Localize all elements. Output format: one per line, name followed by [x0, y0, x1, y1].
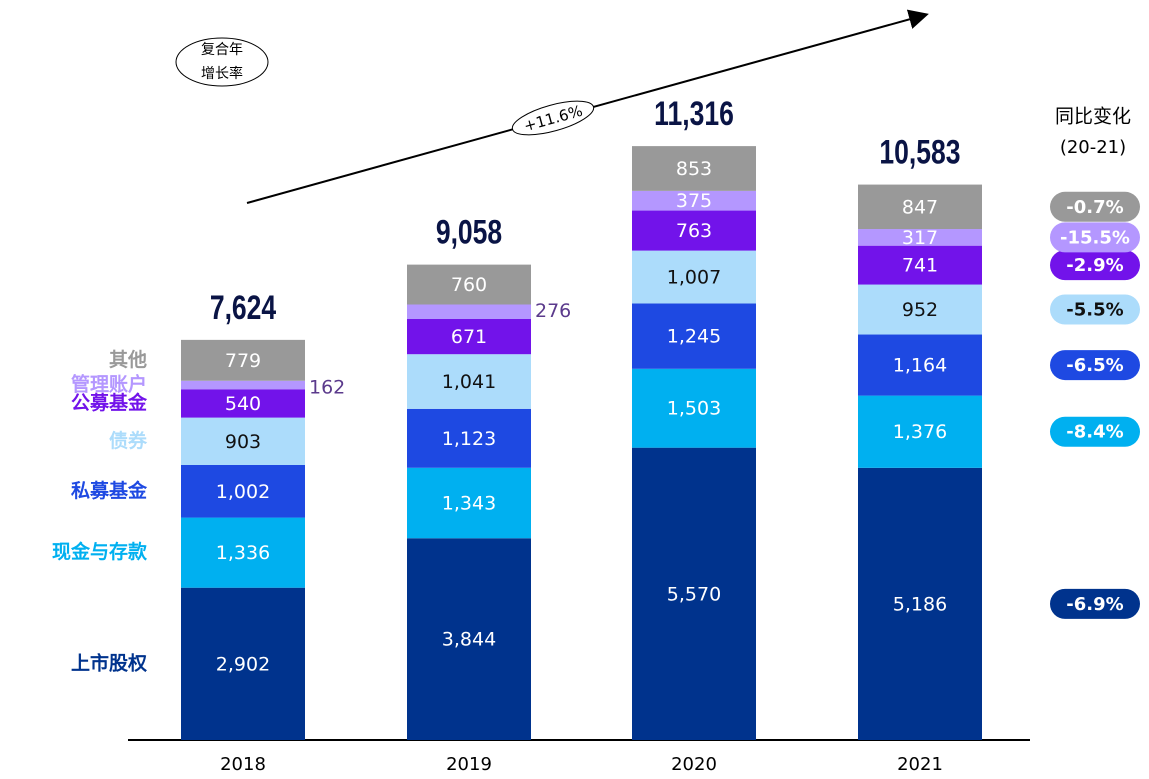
bar-segment	[181, 389, 305, 418]
yoy-pill	[1050, 191, 1140, 222]
bar-segment	[632, 368, 756, 448]
yoy-label: -6.9%	[1066, 594, 1123, 615]
data-label: 375	[676, 190, 712, 212]
bar-segment	[181, 380, 305, 390]
bar-segment	[407, 538, 531, 740]
bar-segment	[858, 395, 982, 468]
data-label: 952	[902, 299, 938, 321]
data-label: 317	[902, 227, 938, 249]
yoy-pill	[1050, 350, 1140, 381]
data-label: 1,503	[667, 398, 721, 420]
yoy-title: 同比变化	[1055, 106, 1131, 128]
data-label: 3,844	[442, 629, 496, 651]
bar-segment	[407, 354, 531, 409]
bar-segment	[181, 464, 305, 518]
bar-segment	[858, 334, 982, 396]
data-label: 540	[225, 393, 261, 415]
data-label: 162	[309, 377, 345, 399]
bar-segment	[181, 517, 305, 588]
legend-label: 现金与存款	[52, 540, 148, 563]
yoy-pill	[1050, 294, 1140, 325]
yoy-subtitle: (20-21)	[1060, 137, 1126, 158]
data-label: 760	[451, 274, 487, 296]
bar-segment	[181, 417, 305, 465]
data-label: 1,376	[893, 421, 947, 443]
bar-segment	[407, 264, 531, 305]
data-label: 1,336	[216, 542, 270, 564]
data-label: 853	[676, 158, 712, 180]
data-label: 671	[451, 326, 487, 348]
cagr-bubble	[175, 37, 269, 87]
cagr-tag: +11.6%	[511, 100, 595, 136]
data-label: 276	[535, 300, 571, 322]
yoy-label: -2.9%	[1066, 255, 1123, 276]
bar-segment	[632, 210, 756, 251]
bar-segment	[858, 229, 982, 246]
data-label: 903	[225, 431, 261, 453]
data-label: 1,123	[442, 428, 496, 450]
data-label: 1,164	[893, 355, 947, 377]
cagr-ellipse	[511, 100, 595, 136]
bar-segment	[407, 467, 531, 539]
bar-segment	[858, 467, 982, 740]
legend-label: 上市股权	[71, 651, 147, 674]
total-label: 11,316	[654, 95, 734, 133]
yoy-pill	[1050, 588, 1140, 619]
bar-segment	[181, 587, 305, 740]
x-tick-label: 2019	[446, 754, 492, 775]
total-label: 7,624	[210, 289, 276, 327]
yoy-label: -5.5%	[1066, 300, 1123, 321]
yoy-label: -6.5%	[1066, 355, 1123, 376]
bar-segment	[632, 447, 756, 740]
data-label: 741	[902, 255, 938, 277]
total-label: 10,583	[879, 133, 960, 171]
bar-segment	[858, 284, 982, 335]
x-tick-label: 2018	[220, 754, 266, 775]
legend-label: 债券	[109, 429, 148, 452]
cagr-label: 增长率	[201, 65, 243, 82]
legend-label: 管理账户	[71, 373, 147, 396]
yoy-label: -15.5%	[1060, 227, 1130, 248]
bar-segment	[858, 245, 982, 285]
legend-label: 私募基金	[71, 479, 148, 502]
yoy-label: -8.4%	[1066, 422, 1123, 443]
legend-label: 公募基金	[71, 391, 148, 414]
yoy-label: -0.7%	[1066, 197, 1123, 218]
bar-segment	[407, 318, 531, 355]
data-label: 1,245	[667, 326, 721, 348]
bar-segment	[632, 250, 756, 304]
data-label: 1,343	[442, 493, 496, 515]
data-label: 1,002	[216, 481, 270, 503]
bar-segment	[181, 339, 305, 381]
data-label: 763	[676, 220, 712, 242]
bar-segment	[632, 146, 756, 191]
bar-segment	[632, 303, 756, 369]
bar-segment	[407, 304, 531, 319]
x-tick-label: 2021	[897, 754, 943, 775]
legend-label: 其他	[109, 348, 147, 371]
yoy-pill	[1050, 416, 1140, 447]
cagr-label: 复合年	[201, 41, 243, 58]
data-label: 5,186	[893, 593, 947, 615]
data-label: 779	[225, 350, 261, 372]
data-label: 1,007	[667, 267, 721, 289]
data-label: 5,570	[667, 583, 721, 605]
total-label: 9,058	[436, 213, 502, 251]
yoy-pill	[1050, 222, 1140, 253]
bar-segment	[858, 184, 982, 230]
bar-segment	[632, 190, 756, 211]
x-tick-label: 2020	[671, 754, 717, 775]
data-label: 2,902	[216, 653, 270, 675]
yoy-pill	[1050, 250, 1140, 281]
bar-segment	[407, 408, 531, 468]
data-label: 1,041	[442, 371, 496, 393]
data-label: 847	[902, 196, 938, 218]
